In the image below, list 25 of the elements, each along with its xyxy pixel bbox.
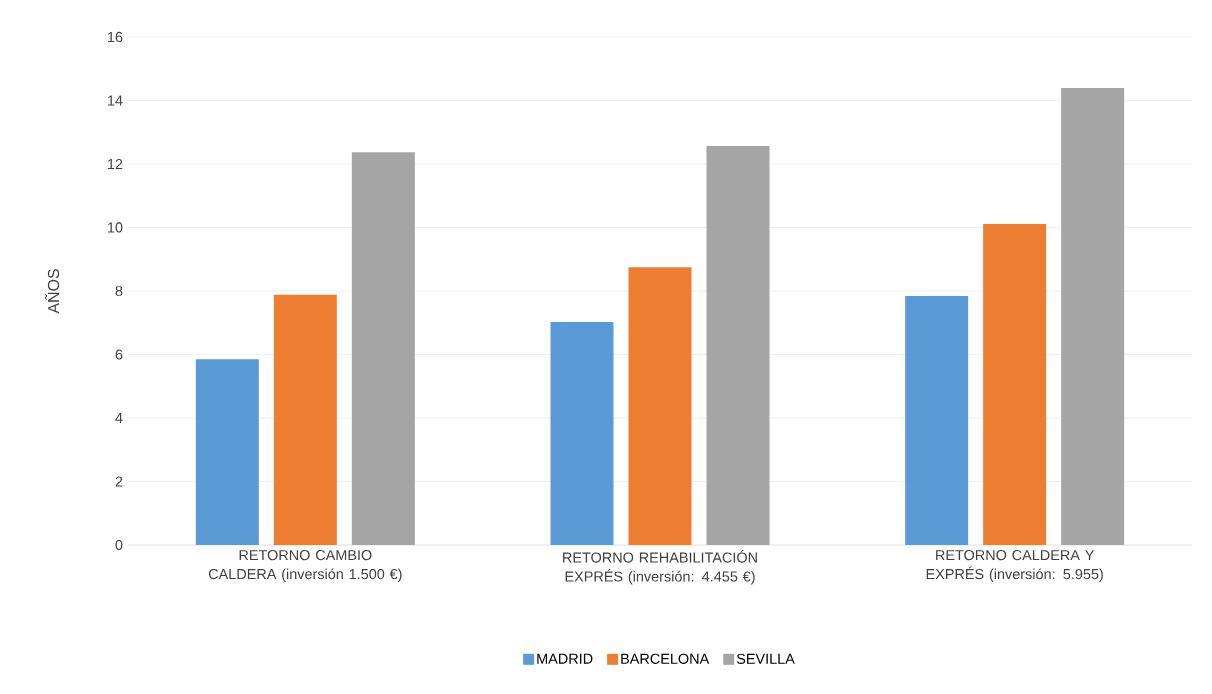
y-tick-label: 12 [108, 158, 123, 170]
x-tick-label: RETORNO REHABILITACIÓN EXPRÉS (inversión: 4.455 €) [563, 550, 757, 585]
y-tick-label: 4 [115, 413, 123, 423]
bar [628, 267, 692, 545]
y-tick-label: 8 [115, 285, 123, 297]
bar [983, 224, 1047, 545]
y-tick-label: 16 [108, 31, 123, 43]
bar [905, 296, 969, 545]
x-tick-label: RETORNO CALDERA Y EXPRÉS (inversión: 5.955) [926, 550, 1103, 583]
y-tick-label: 2 [115, 476, 123, 487]
y-axis-title: AÑOS [45, 269, 60, 314]
y-tick-label: 14 [108, 95, 123, 106]
legend-label: BARCELONA [621, 653, 710, 664]
legend-label: MADRID [537, 653, 593, 664]
bar [351, 152, 415, 545]
y-tick-label: 0 [115, 539, 123, 551]
y-tick-label: 6 [115, 349, 123, 360]
x-tick-label: RETORNO CAMBIO CALDERA (inversión 1.500 €) [208, 550, 402, 583]
bar [1061, 88, 1125, 545]
legend-label: SEVILLA [736, 653, 795, 664]
bar [195, 359, 259, 545]
y-tick-label: 10 [108, 222, 123, 233]
bar [273, 294, 337, 545]
bar [550, 322, 614, 545]
bar [706, 145, 770, 545]
